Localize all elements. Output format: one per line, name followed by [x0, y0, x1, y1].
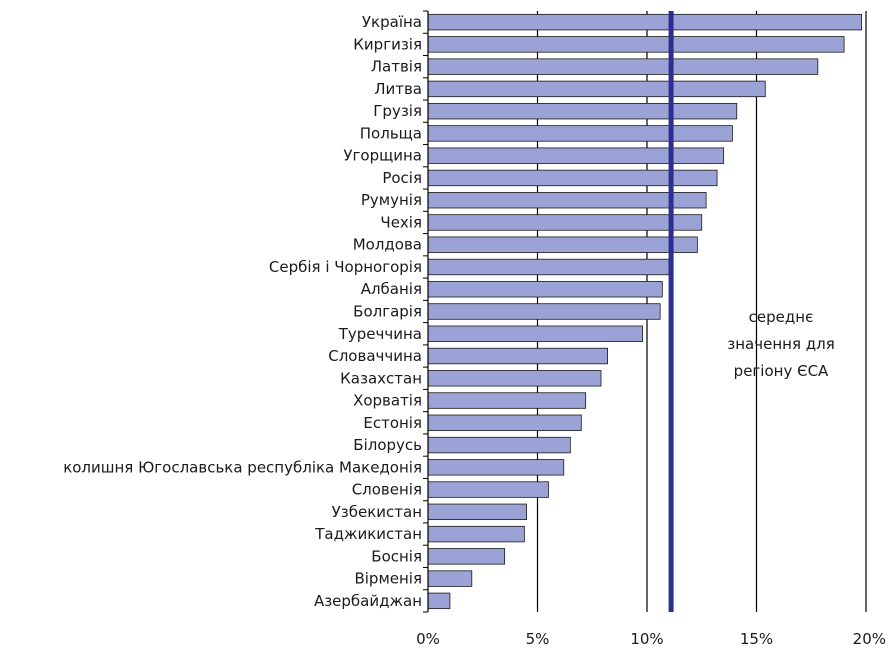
category-label: Словенія	[352, 481, 422, 499]
bar	[427, 347, 608, 365]
y-axis-ticks	[423, 10, 428, 613]
category-label: Азербайджан	[314, 592, 422, 610]
category-label: Грузія	[373, 102, 422, 120]
bar	[427, 125, 733, 142]
bar	[427, 58, 819, 75]
category-label: Польща	[360, 124, 422, 142]
bar	[427, 503, 527, 521]
category-label: колишня Югославська республіка Македонія	[63, 458, 422, 476]
bar	[427, 147, 725, 164]
category-label: Туреччина	[338, 325, 422, 343]
bar	[427, 236, 698, 253]
bar	[427, 525, 525, 543]
category-label: Вірменія	[354, 570, 422, 588]
average-annotation-line: середнє	[749, 308, 814, 326]
bar	[427, 80, 766, 98]
category-label: Болгарія	[353, 303, 422, 321]
bars	[427, 13, 863, 610]
category-label: Чехія	[380, 213, 422, 231]
bar	[427, 548, 506, 565]
bar	[427, 414, 582, 431]
category-label: Таджикистан	[314, 525, 422, 543]
category-label: Сербія і Чорногорія	[269, 258, 422, 276]
x-tick-label: 20%	[853, 630, 886, 648]
category-label: Боснія	[371, 547, 422, 565]
category-label: Латвія	[371, 58, 422, 76]
category-labels: Україна Киргизія Латвія Литва Грузія Польща Уг…	[63, 13, 422, 610]
x-tick-labels: 0% 5% 10% 15% 20%	[416, 630, 886, 648]
bar	[427, 481, 549, 498]
x-tick-label: 15%	[740, 630, 773, 648]
category-label: Україна	[362, 13, 422, 31]
category-label: Румунія	[361, 191, 422, 209]
bar	[427, 436, 571, 454]
bar	[427, 36, 845, 53]
bar	[427, 13, 863, 31]
average-annotation-line: значення для	[727, 335, 834, 353]
bar	[427, 570, 473, 587]
bar	[427, 392, 587, 409]
bar	[427, 102, 738, 120]
category-label: Росія	[382, 169, 422, 187]
bar	[427, 459, 565, 476]
x-tick-label: 5%	[526, 630, 550, 648]
average-annotation-line: регіону ЄСА	[734, 362, 829, 380]
bar	[427, 325, 644, 342]
category-label: Естонія	[363, 414, 422, 432]
category-label: Молдова	[353, 236, 422, 254]
bar	[427, 214, 703, 231]
bar	[427, 592, 451, 610]
bar	[427, 258, 670, 276]
category-label: Словаччина	[328, 347, 422, 365]
category-label: Албанія	[361, 280, 422, 298]
category-label: Узбекистан	[332, 503, 422, 521]
category-label: Казахстан	[340, 369, 422, 387]
category-label: Киргизія	[353, 35, 422, 53]
category-label: Білорусь	[353, 436, 422, 454]
bar	[427, 169, 718, 187]
x-tick-label: 10%	[630, 630, 663, 648]
bar	[427, 303, 661, 320]
category-label: Угорщина	[343, 147, 422, 165]
bar	[427, 192, 707, 209]
average-annotation: середнє значення для регіону ЄСА	[727, 308, 834, 380]
category-label: Хорватія	[353, 392, 422, 410]
x-tick-label: 0%	[416, 630, 440, 648]
bar	[427, 370, 602, 387]
bar	[427, 281, 663, 298]
category-label: Литва	[374, 80, 422, 98]
